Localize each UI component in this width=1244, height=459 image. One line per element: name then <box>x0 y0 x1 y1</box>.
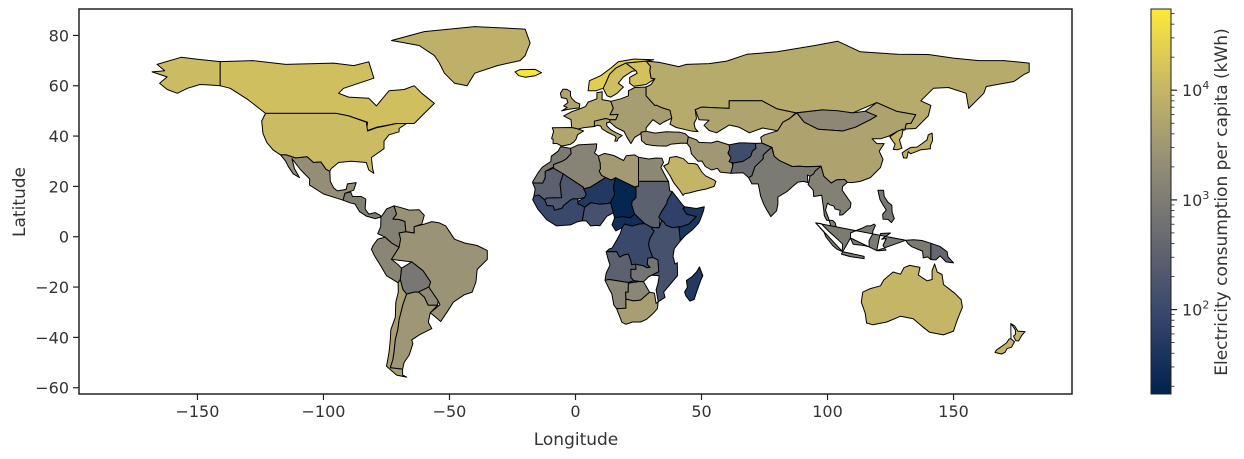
country-italy: Italy <box>593 118 623 142</box>
x-tick-label: −100 <box>301 402 345 421</box>
y-tick-label: 80 <box>49 26 69 45</box>
country-eastern-europe: Eastern Europe <box>609 86 673 145</box>
y-tick-label: 40 <box>49 127 69 146</box>
y-tick-label: −20 <box>35 278 69 297</box>
country-greenland: Greenland <box>391 26 531 87</box>
y-tick-label: 20 <box>49 177 69 196</box>
country-western-europe: Western Europe <box>563 91 619 130</box>
y-tick-label: 60 <box>49 77 69 96</box>
country-mexico: Mexico <box>280 154 357 201</box>
x-tick-label: 50 <box>691 402 711 421</box>
colorbar-tick-base: 10 <box>1182 81 1202 100</box>
colorbar-tick-base: 10 <box>1182 191 1202 210</box>
country-turkey: Turkey <box>640 130 689 147</box>
country-philippines: Philippines <box>877 189 895 224</box>
country-argentina: Argentina <box>389 291 439 370</box>
x-tick-label: −150 <box>175 402 219 421</box>
country-united-kingdom: United Kingdom <box>559 88 581 112</box>
x-axis-ticks: −150 −100 −50 0 50 100 150 <box>175 394 969 421</box>
map-countries: CanadaUnited StatesAlaskaGreenlandIcelan… <box>151 26 1030 378</box>
colorbar-label: Electricity consumption per capita (kWh) <box>1212 28 1232 375</box>
country-indonesia: Indonesia <box>815 222 932 261</box>
country-madagascar: Madagascar <box>684 266 704 302</box>
country-central-america: Central America <box>342 191 382 220</box>
country-japan: Japan <box>901 132 934 159</box>
country-sweden: Sweden <box>602 62 637 98</box>
x-tick-label: −50 <box>433 402 467 421</box>
country-southeast-asia: Southeast Asia <box>807 165 852 234</box>
x-tick-label: 0 <box>570 402 580 421</box>
x-axis-label: Longitude <box>534 430 619 450</box>
country-alaska: Alaska <box>151 56 221 94</box>
colorbar-tick-exponent: 2 <box>1202 299 1209 312</box>
country-new-zealand: New Zealand <box>994 323 1026 355</box>
country-india: India <box>748 146 822 218</box>
y-tick-label: −60 <box>35 379 69 398</box>
country-somalia: Somalia <box>678 206 705 242</box>
country-peru: Peru <box>370 236 403 284</box>
colorbar <box>1150 8 1172 395</box>
country-saudi-arabia: Saudi Arabia <box>663 156 717 196</box>
colorbar-tick-exponent: 3 <box>1202 189 1209 202</box>
country-west-africa: West Africa <box>532 194 586 227</box>
country-papua-new-guinea: Papua New Guinea <box>930 242 954 264</box>
y-axis-label: Latitude <box>10 167 30 237</box>
colorbar-tick-label: 102 <box>1182 299 1209 320</box>
country-south-africa: South Africa <box>616 291 659 325</box>
country-egypt: Egypt <box>638 156 669 182</box>
colorbar-tick-label: 104 <box>1182 79 1209 100</box>
country-kazakhstan: Kazakhstan <box>694 100 797 134</box>
country-spain: Spain <box>551 127 585 147</box>
country-nigeria: Nigeria <box>581 202 614 227</box>
x-tick-label: 150 <box>938 402 969 421</box>
y-axis-ticks: 80 60 40 20 0 −20 −40 −60 <box>35 26 79 398</box>
colorbar-tick-exponent: 4 <box>1202 79 1209 92</box>
colorbar-tick-base: 10 <box>1182 301 1202 320</box>
x-tick-label: 100 <box>812 402 843 421</box>
y-tick-label: −40 <box>35 328 69 347</box>
country-australia: Australia <box>860 263 963 336</box>
country-korea: Korea <box>889 128 904 151</box>
country-iceland: Iceland <box>514 68 542 78</box>
y-tick-label: 0 <box>59 228 69 247</box>
colorbar-tick-label: 103 <box>1182 189 1209 210</box>
